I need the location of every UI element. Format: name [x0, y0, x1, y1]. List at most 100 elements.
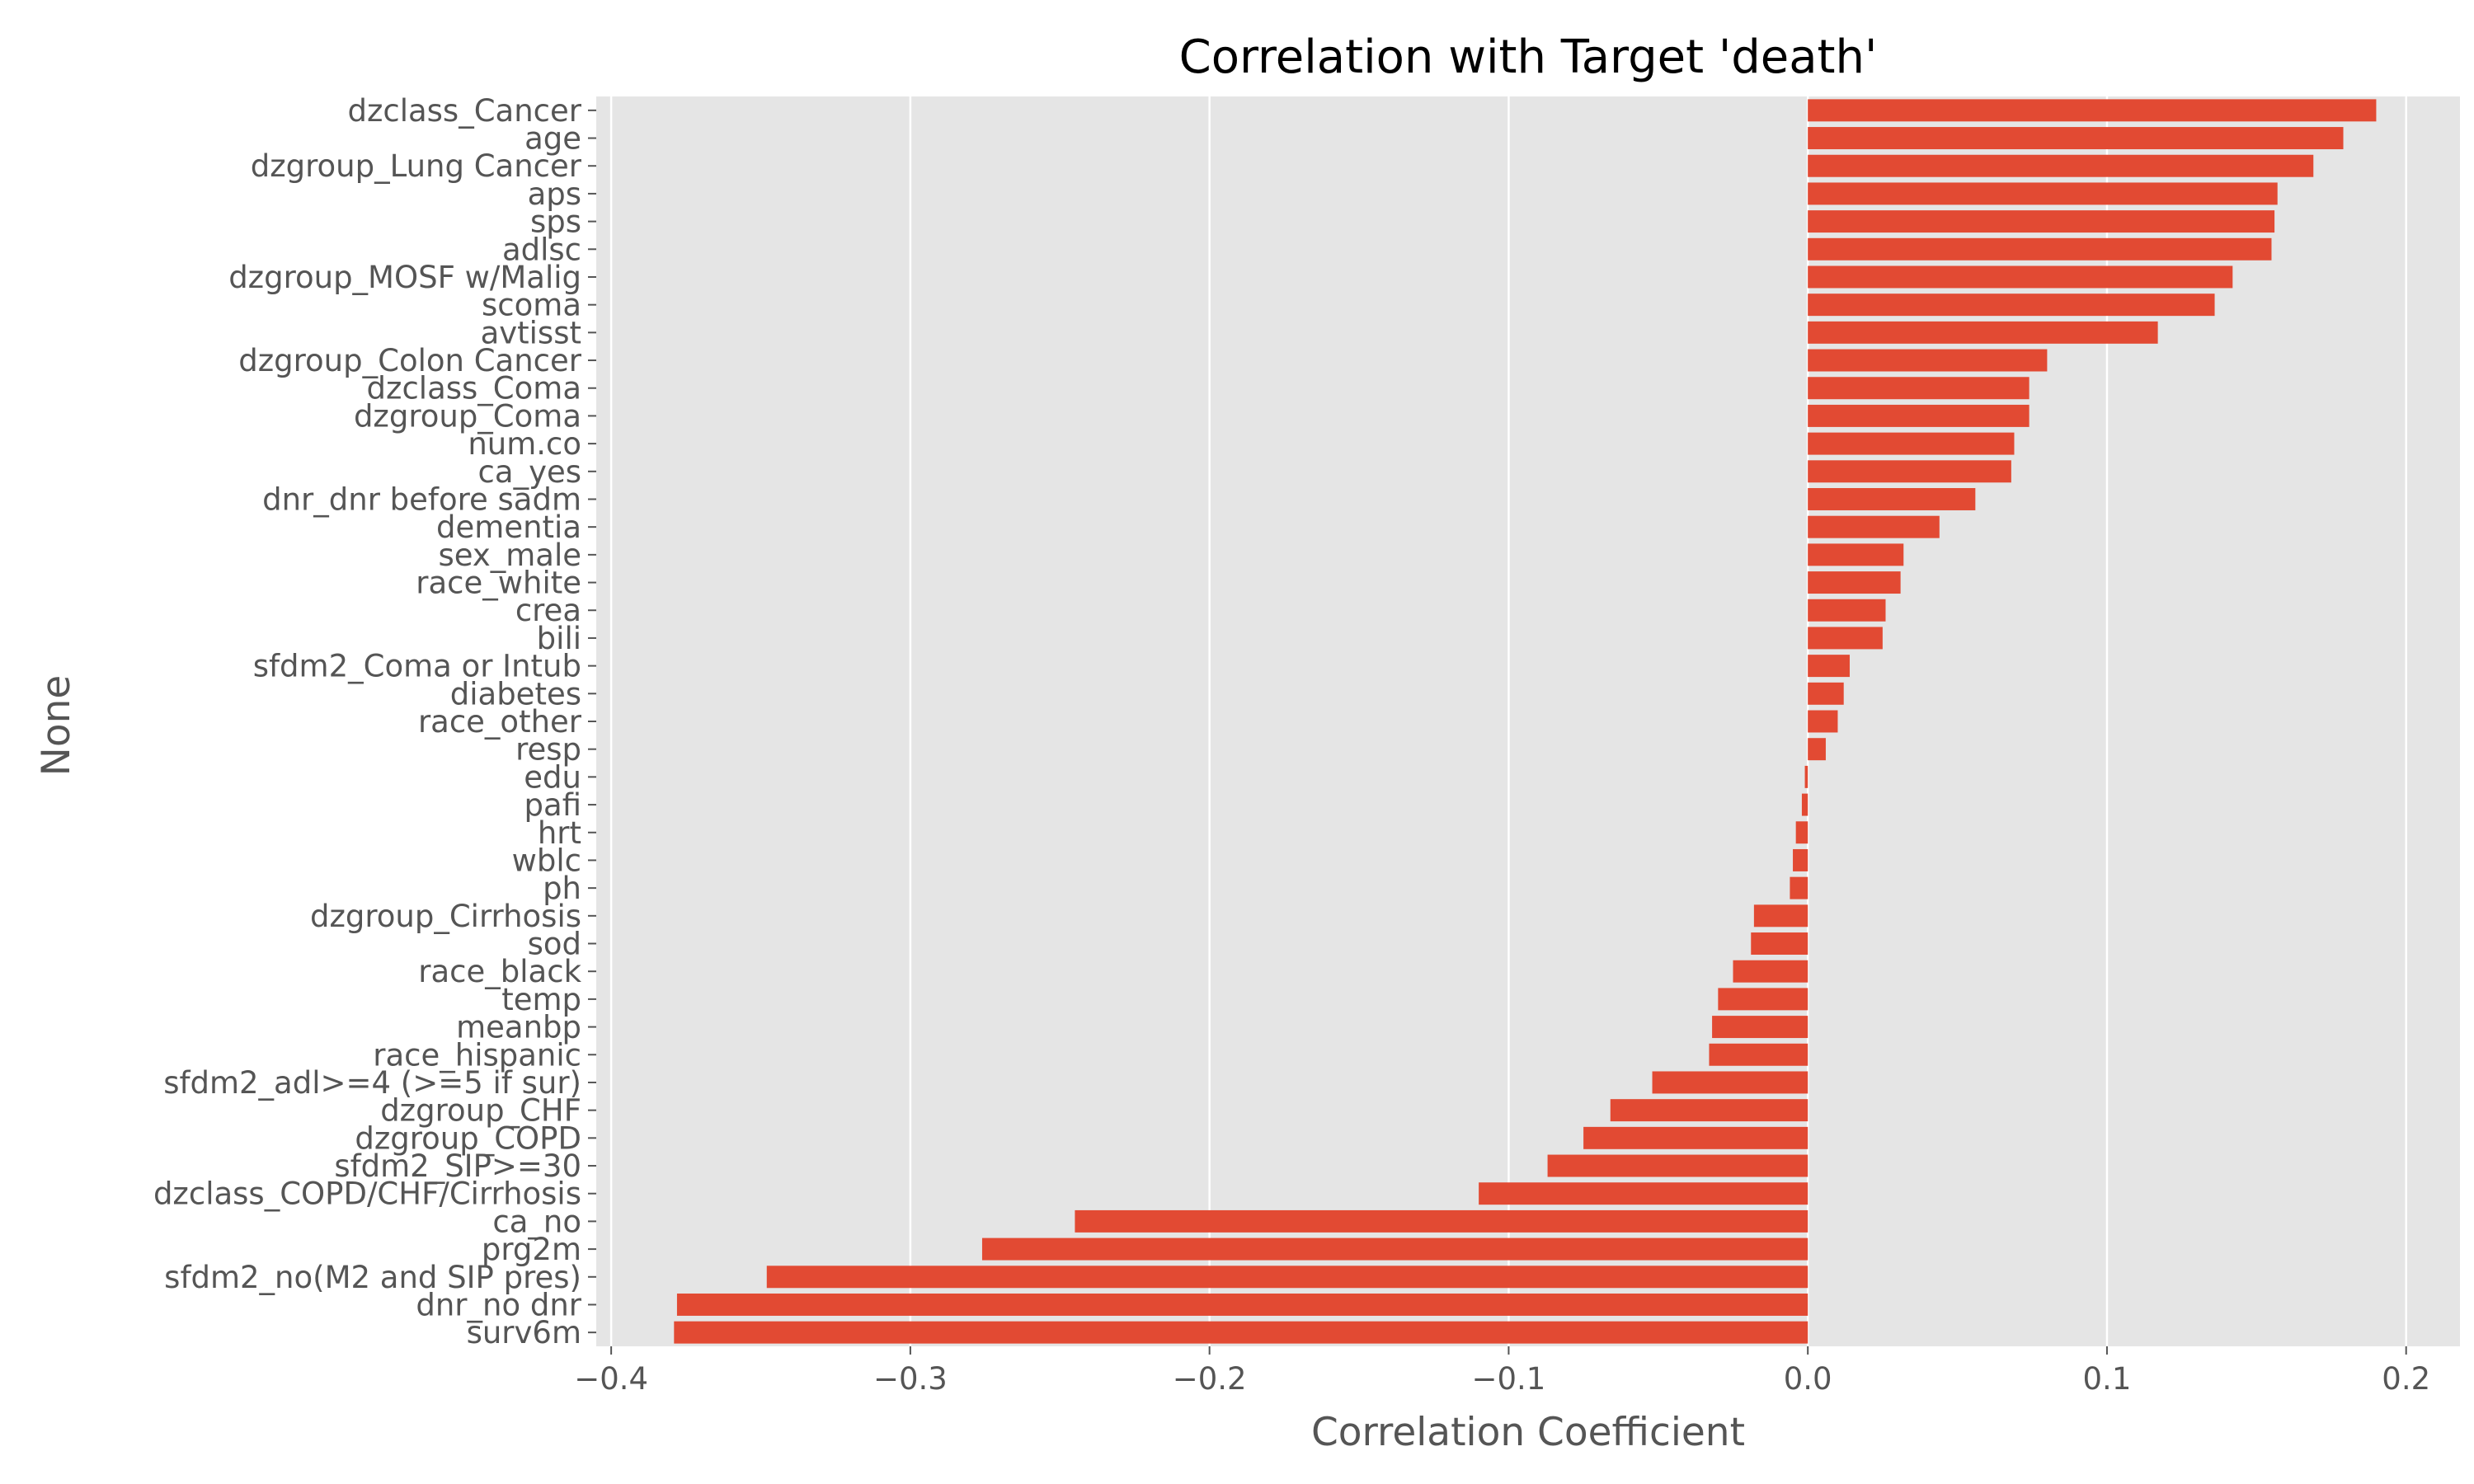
- bar: [1808, 432, 2015, 455]
- y-tick-label: dzgroup_Colon Cancer: [238, 343, 582, 378]
- bar: [1712, 1016, 1808, 1039]
- bar: [1808, 488, 1976, 510]
- x-axis-label: Correlation Coefficient: [1311, 1410, 1745, 1455]
- bar: [1808, 599, 1886, 622]
- bar: [1808, 571, 1901, 594]
- y-tick-label: edu: [524, 759, 581, 795]
- y-tick-label: sod: [528, 927, 581, 962]
- bar: [1808, 294, 2215, 317]
- bar: [1808, 127, 2344, 150]
- y-tick-label: dnr_no dnr: [416, 1287, 581, 1322]
- bar: [1808, 154, 2314, 177]
- bar: [1795, 821, 1808, 844]
- y-tick-label: dzclass_Cancer: [347, 93, 581, 129]
- bar: [1801, 793, 1808, 816]
- bar: [981, 1237, 1808, 1261]
- y-tick-label: race_hispanic: [373, 1037, 581, 1073]
- bar: [1808, 377, 2030, 400]
- bar: [1804, 765, 1808, 788]
- bar: [1808, 460, 2011, 483]
- bar: [1751, 932, 1808, 955]
- bar: [1753, 904, 1808, 928]
- y-tick-label: dzgroup_MOSF w/Malig: [228, 260, 581, 295]
- bar: [1610, 1099, 1808, 1122]
- y-tick-label: num.co: [468, 426, 581, 462]
- x-tick-label: −0.3: [873, 1361, 948, 1397]
- x-tick-label: −0.2: [1173, 1361, 1247, 1397]
- y-tick-label: diabetes: [450, 676, 581, 711]
- y-tick-label: dzclass_COPD/CHF/Cirrhosis: [153, 1176, 581, 1212]
- gridlines: [609, 96, 2407, 1346]
- bar: [1808, 738, 1826, 761]
- bar: [1808, 182, 2278, 205]
- bar: [1075, 1209, 1808, 1233]
- y-tick-label: race_black: [418, 954, 581, 989]
- y-tick-label: crea: [515, 593, 581, 628]
- bar: [1583, 1126, 1808, 1149]
- bar: [1808, 265, 2233, 289]
- y-tick-label: adlsc: [502, 232, 581, 267]
- bar: [1808, 515, 1940, 538]
- bars: [674, 99, 2377, 1344]
- y-tick-label: surv6m: [467, 1315, 581, 1350]
- y-tick-label: avtisst: [481, 315, 581, 350]
- bar: [1808, 627, 1883, 650]
- y-tick-label: dzgroup_COPD: [355, 1120, 581, 1156]
- bar: [1790, 876, 1808, 899]
- chart-title: Correlation with Target 'death': [1179, 31, 1878, 84]
- bar: [676, 1293, 1808, 1316]
- y-tick-label: temp: [501, 982, 581, 1017]
- bar: [1479, 1182, 1808, 1205]
- bar: [1808, 237, 2272, 261]
- y-tick-label: dementia: [436, 510, 581, 545]
- x-tick-label: −0.4: [574, 1361, 648, 1397]
- y-tick-label: sfdm2_adl>=4 (>=5 if sur): [163, 1065, 581, 1101]
- y-tick-label: dzgroup_CHF: [380, 1093, 581, 1129]
- y-tick-label: pafi: [524, 787, 581, 823]
- y-tick-label: sfdm2_Coma or Intub: [253, 649, 581, 684]
- x-axis-ticks: −0.4 −0.3 −0.2 −0.1 0.0 0.1 0.2: [574, 1346, 2430, 1397]
- y-tick-label: sfdm2_SIP>=30: [334, 1148, 581, 1184]
- x-tick-label: 0.1: [2083, 1361, 2132, 1397]
- y-tick-label: age: [524, 121, 581, 157]
- y-tick-label: sps: [530, 204, 581, 240]
- bar: [674, 1321, 1808, 1344]
- y-tick-label: scoma: [482, 288, 581, 323]
- bar: [1808, 210, 2275, 233]
- y-tick-label: ph: [543, 871, 581, 906]
- x-tick-label: −0.1: [1471, 1361, 1545, 1397]
- y-tick-label: hrt: [538, 815, 581, 851]
- y-tick-label: resp: [515, 732, 581, 768]
- bar: [1808, 99, 2377, 122]
- y-tick-label: dzgroup_Coma: [354, 398, 581, 434]
- y-tick-label: race_other: [418, 704, 582, 740]
- y-tick-label: dzgroup_Cirrhosis: [310, 899, 581, 934]
- y-tick-label: aps: [528, 176, 581, 212]
- y-tick-label: ca_yes: [478, 454, 581, 490]
- y-tick-label: ca_no: [492, 1204, 581, 1239]
- y-tick-label: prg2m: [482, 1232, 581, 1267]
- y-tick-label: sex_male: [438, 538, 581, 573]
- y-tick-label: dnr_dnr before sadm: [262, 481, 581, 517]
- y-tick-label: race_white: [416, 566, 581, 601]
- y-tick-label: bili: [537, 621, 581, 656]
- y-tick-label: dzgroup_Lung Cancer: [251, 148, 582, 184]
- bar: [1793, 848, 1808, 871]
- y-axis-label: None: [34, 675, 79, 777]
- x-tick-label: 0.0: [1784, 1361, 1832, 1397]
- bar: [1547, 1154, 1808, 1177]
- bar: [1652, 1071, 1808, 1094]
- bar: [1808, 404, 2030, 427]
- bar: [1808, 543, 1904, 566]
- bar: [1709, 1043, 1808, 1066]
- bar: [1808, 349, 2048, 372]
- bar: [1733, 960, 1808, 983]
- y-tick-label: dzclass_Coma: [367, 371, 581, 406]
- bar: [1808, 655, 1850, 678]
- bar: [1808, 682, 1844, 705]
- bar: [766, 1266, 1808, 1289]
- y-tick-label: sfdm2_no(M2 and SIP pres): [164, 1260, 581, 1295]
- y-tick-label: wblc: [512, 843, 581, 878]
